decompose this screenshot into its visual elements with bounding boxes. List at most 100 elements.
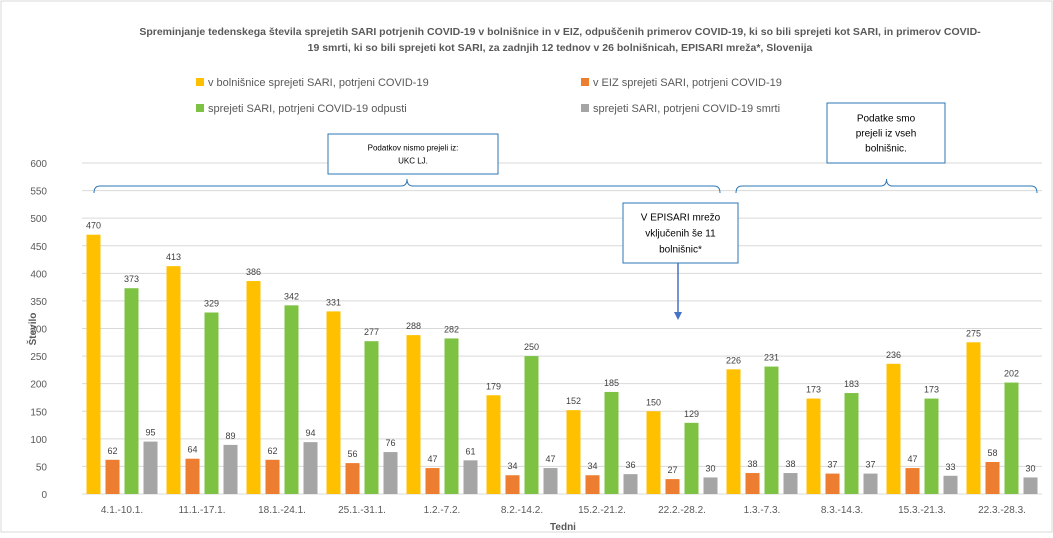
x-tick-label: 8.3.-14.3. xyxy=(821,505,863,516)
bar xyxy=(444,338,459,494)
annotation-box-right-text: bolnišnic. xyxy=(865,144,907,155)
bar-value-label: 47 xyxy=(907,454,917,464)
bar-value-label: 231 xyxy=(764,353,779,363)
bar xyxy=(703,477,718,494)
bar xyxy=(745,473,760,494)
bar-value-label: 173 xyxy=(806,385,821,395)
bar xyxy=(585,475,600,494)
bar-value-label: 277 xyxy=(364,327,379,337)
bar-value-label: 236 xyxy=(886,350,901,360)
legend-swatch xyxy=(196,78,204,86)
bar-value-label: 47 xyxy=(427,454,437,464)
bar-value-label: 331 xyxy=(326,297,341,307)
bar xyxy=(143,441,158,494)
bar-value-label: 38 xyxy=(785,459,795,469)
bar xyxy=(623,474,638,494)
y-axis-title: Število xyxy=(26,313,39,346)
x-tick-label: 1.2.-7.2. xyxy=(424,505,461,516)
y-tick-label: 200 xyxy=(30,380,47,391)
bar-value-label: 329 xyxy=(204,299,219,309)
bar-value-label: 58 xyxy=(987,448,997,458)
bar-value-label: 226 xyxy=(726,355,741,365)
bar xyxy=(886,363,901,494)
bar xyxy=(646,411,661,494)
bar xyxy=(223,444,238,494)
annotation-arrow-head xyxy=(674,312,682,320)
bar-value-label: 34 xyxy=(507,461,517,471)
bar xyxy=(1004,382,1019,494)
bar-value-label: 288 xyxy=(406,321,421,331)
y-tick-label: 450 xyxy=(30,242,47,253)
legend-label: sprejeti SARI, potrjeni COVID-19 odpusti xyxy=(208,103,407,115)
bar xyxy=(943,475,958,494)
bar-value-label: 202 xyxy=(1004,369,1019,379)
bar xyxy=(783,473,798,494)
annotation-box-left-text: UKC LJ. xyxy=(398,156,428,165)
annotation-box-middle-text: vključenih še 11 xyxy=(645,229,716,240)
bar-value-label: 89 xyxy=(225,431,235,441)
legend-swatch xyxy=(581,78,589,86)
bar-value-label: 470 xyxy=(86,221,101,231)
chart-title-line: 19 smrti, ki so bili sprejeti kot SARI, … xyxy=(308,42,813,54)
annotation-box-middle-text: V EPISARI mrežo xyxy=(641,213,721,224)
annotation-box-left xyxy=(327,133,499,175)
bar-value-label: 61 xyxy=(465,446,475,456)
bar-value-label: 150 xyxy=(646,397,661,407)
bar-value-label: 95 xyxy=(145,428,155,438)
bar xyxy=(604,391,619,494)
x-tick-label: 4.1.-10.1. xyxy=(101,505,143,516)
legend-label: v bolnišnice sprejeti SARI, potrjeni COV… xyxy=(208,77,429,89)
bar xyxy=(166,266,181,494)
bar xyxy=(425,468,440,494)
annotation-box-middle-text: bolnišnic* xyxy=(659,245,702,256)
bar xyxy=(204,312,219,494)
bar-value-label: 282 xyxy=(444,324,459,334)
x-tick-label: 8.2.-14.2. xyxy=(501,505,543,516)
bar xyxy=(345,463,360,494)
bar-value-label: 179 xyxy=(486,381,501,391)
legend-label: sprejeti SARI, potrjeni COVID-19 smrti xyxy=(593,103,780,115)
bar-value-label: 94 xyxy=(305,428,315,438)
bar xyxy=(825,473,840,494)
y-tick-label: 350 xyxy=(30,297,47,308)
bar xyxy=(246,281,261,494)
annotation-box-right-text: prejeli iz vseh xyxy=(856,129,917,140)
bar-value-label: 183 xyxy=(844,379,859,389)
bar xyxy=(265,459,280,494)
bar-value-label: 36 xyxy=(625,460,635,470)
y-tick-label: 550 xyxy=(30,187,47,198)
bar xyxy=(185,458,200,494)
bar-value-label: 30 xyxy=(705,463,715,473)
bar-value-label: 37 xyxy=(827,460,837,470)
y-tick-label: 250 xyxy=(30,352,47,363)
annotation-box-middle xyxy=(622,202,739,264)
bar xyxy=(406,335,421,494)
legend-swatch xyxy=(581,104,589,112)
bar xyxy=(1023,477,1038,494)
bar xyxy=(105,459,120,494)
bar-value-label: 386 xyxy=(246,267,261,277)
brace-right xyxy=(735,178,1038,194)
legend-swatch xyxy=(196,104,204,112)
bar xyxy=(863,473,878,494)
annotation-box-right xyxy=(826,102,946,164)
bar xyxy=(844,393,859,494)
bar-value-label: 47 xyxy=(545,454,555,464)
bar-value-label: 373 xyxy=(124,274,139,284)
y-tick-label: 400 xyxy=(30,269,47,280)
bar-value-label: 64 xyxy=(187,445,197,455)
bar-value-label: 342 xyxy=(284,291,299,301)
bar xyxy=(684,422,699,494)
bar xyxy=(284,305,299,494)
x-axis-title: Tedni xyxy=(550,522,576,533)
x-tick-label: 18.1.-24.1. xyxy=(258,505,306,516)
y-tick-label: 600 xyxy=(30,159,47,170)
y-tick-label: 500 xyxy=(30,214,47,225)
x-tick-label: 11.1.-17.1. xyxy=(178,505,225,516)
bar-value-label: 275 xyxy=(966,328,981,338)
y-tick-label: 100 xyxy=(30,435,47,446)
y-tick-label: 150 xyxy=(30,407,47,418)
